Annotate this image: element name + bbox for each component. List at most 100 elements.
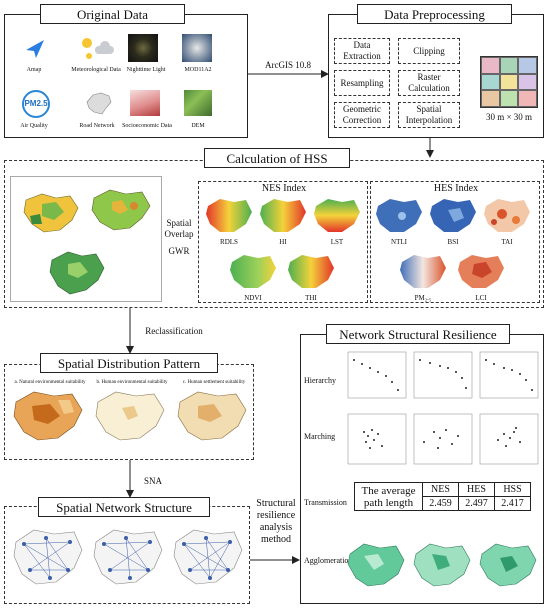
spatial-overlap-label: Spatial Overlap (160, 218, 198, 240)
arcgis-label: ArcGIS 10.8 (250, 60, 326, 71)
raster-cell (500, 90, 519, 107)
original-data-panel (4, 14, 248, 138)
nes-map-thi (286, 252, 336, 290)
table-header-hes: HES (459, 483, 495, 497)
agglomeration-map-nes (344, 540, 408, 600)
raster-cell (481, 90, 500, 107)
nighttime-light-image (128, 34, 158, 62)
hes-map-pm25 (398, 252, 448, 290)
dem-image (184, 90, 212, 116)
original-item-road-network: Road Network (72, 123, 122, 129)
hierarchy-plot-nes (344, 350, 408, 402)
table-row-label: The average path length (355, 483, 423, 511)
overlay-map-human (88, 186, 154, 234)
nsr-row-transmission: Transmission (304, 498, 347, 507)
nes-label-lst: LST (312, 238, 362, 246)
hes-map-ntli (374, 196, 424, 234)
raster-grid-label: 30 m × 30 m (476, 112, 542, 122)
sdp-map-natural (10, 388, 86, 444)
hes-map-tai (482, 196, 532, 234)
data-preprocessing-title: Data Preprocessing (357, 4, 512, 24)
nsr-row-marching: Marching (304, 432, 335, 441)
sna-label: SNA (138, 476, 168, 487)
sdp-map-label-b: b. Human environmental suitability (92, 380, 172, 385)
table-value-hes: 2.497 (459, 497, 495, 511)
marching-plot-nes (344, 412, 408, 468)
network-graph-natural (10, 522, 86, 598)
overlay-map-settlement (46, 248, 108, 298)
china-map-icon (84, 90, 114, 118)
marching-plot-hss (476, 412, 540, 468)
sdp-title: Spatial Distribution Pattern (40, 353, 218, 373)
transmission-table: The average path length NES HES HSS 2.45… (354, 482, 531, 511)
hes-map-bsi (428, 196, 478, 234)
original-item-mod11a2: MOD11A2 (178, 67, 218, 73)
network-graph-settlement (170, 522, 246, 598)
nsr-title: Network Structural Resilience (326, 324, 510, 344)
sdp-map-label-a: a. Natural environmental suitability (10, 380, 90, 385)
hes-map-lci (456, 252, 506, 290)
sdp-map-settlement (174, 388, 250, 444)
raster-cell (481, 57, 500, 74)
nsr-row-hierarchy: Hierarchy (304, 376, 336, 385)
sdp-map-label-c: c. Human settlement suitability (174, 380, 254, 385)
gwr-label: GWR (160, 246, 198, 257)
marching-plot-hes (410, 412, 474, 468)
original-item-nighttime: Nighttime Light (124, 67, 168, 73)
hes-label-bsi: BSI (428, 238, 478, 246)
method-label: Structural resilience analysis method (252, 498, 300, 546)
table-header-nes: NES (423, 483, 459, 497)
hierarchy-plot-hes (410, 350, 474, 402)
nes-label-rdls: RDLS (204, 238, 254, 246)
raster-cell (500, 57, 519, 74)
nes-label-thi: THI (286, 294, 336, 302)
agglomeration-map-hss (476, 540, 540, 600)
raster-cell (518, 57, 537, 74)
nes-index-title: NES Index (254, 183, 314, 194)
original-item-amap: Amap (14, 67, 54, 73)
reclassification-label: Reclassification (136, 326, 212, 337)
nes-map-lst (312, 196, 362, 234)
raster-grid (480, 56, 538, 108)
preprocess-data-extraction: Data Extraction (334, 38, 390, 64)
agglomeration-map-hes (410, 540, 474, 600)
nes-label-hi: HI (258, 238, 308, 246)
preprocess-spatial-interpolation: Spatial Interpolation (398, 102, 460, 128)
preprocess-raster-calculation: Raster Calculation (398, 70, 460, 96)
hss-title: Calculation of HSS (204, 148, 350, 168)
nes-map-rdls (204, 196, 254, 234)
nes-map-hi (258, 196, 308, 234)
socioeconomic-image (130, 90, 160, 116)
modis-image (182, 34, 212, 62)
table-header-hss: HSS (495, 483, 531, 497)
overlay-map-natural (20, 190, 82, 236)
sdp-map-human (92, 388, 168, 444)
preprocess-resampling: Resampling (334, 70, 390, 96)
network-graph-human (90, 522, 166, 598)
raster-cell (518, 90, 537, 107)
original-data-title: Original Data (40, 4, 185, 24)
raster-cell (481, 74, 500, 91)
table-value-nes: 2.459 (423, 497, 459, 511)
preprocess-geometric-correction: Geometric Correction (334, 102, 390, 128)
weather-icon (78, 34, 116, 62)
raster-cell (518, 74, 537, 91)
original-item-meteorological: Meteorological Data (66, 67, 126, 73)
hes-label-pm25: PM₂.₅ (398, 294, 448, 302)
table-value-hss: 2.417 (495, 497, 531, 511)
preprocess-clipping: Clipping (398, 38, 460, 64)
amap-icon (22, 36, 48, 62)
original-item-air-quality: Air Quality (14, 123, 54, 129)
original-item-socioeconomic: Socioeconomic Data (122, 123, 172, 129)
hes-index-title: HES Index (426, 183, 486, 194)
sns-title: Spatial Network Structure (38, 497, 210, 517)
raster-cell (500, 74, 519, 91)
hes-label-lci: LCI (456, 294, 506, 302)
nes-map-ndvi (228, 252, 278, 290)
hes-label-tai: TAI (482, 238, 532, 246)
original-item-dem: DEM (178, 123, 218, 129)
hierarchy-plot-hss (476, 350, 540, 402)
nes-label-ndvi: NDVI (228, 294, 278, 302)
hes-label-ntli: NTLI (374, 238, 424, 246)
pm25-badge-icon: PM2.5 (22, 90, 50, 118)
